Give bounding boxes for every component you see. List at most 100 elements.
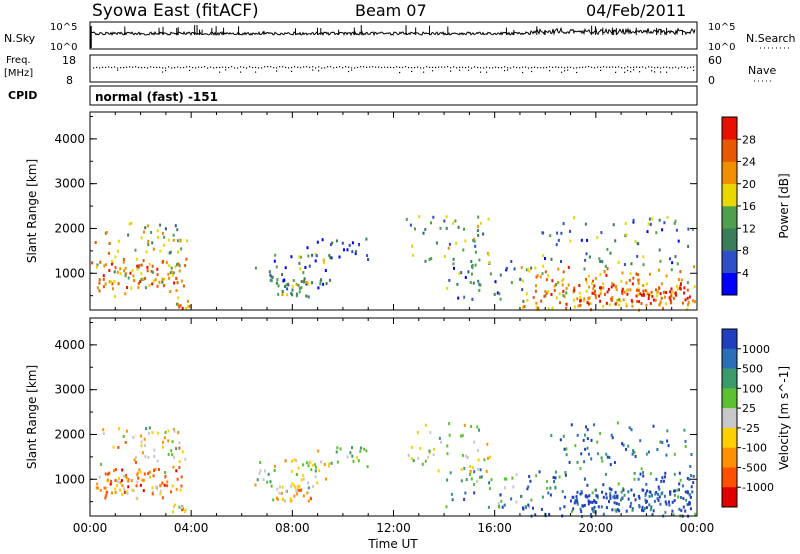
freq-dot [177, 66, 179, 68]
rti-cell [587, 452, 590, 456]
freq-dot [513, 66, 515, 68]
rti-cell [307, 281, 310, 285]
rti-cell [525, 292, 528, 296]
rti-cell [654, 298, 657, 302]
rti-cell [532, 506, 534, 510]
rti-cell [178, 269, 181, 273]
rti-cell [528, 505, 531, 509]
rti-cell [307, 499, 310, 503]
rti-cell [625, 302, 628, 306]
colorbar-tick-label: -100 [742, 442, 767, 455]
freq-dot [111, 66, 113, 69]
rti-cell [653, 499, 656, 503]
rti-cell [175, 447, 178, 451]
nave-dot [504, 69, 506, 72]
colorbar-swatch [722, 117, 737, 140]
rti-cell [652, 424, 655, 428]
rti-cell [473, 483, 475, 486]
rti-cell [633, 493, 635, 497]
rti-cell [673, 493, 676, 497]
rti-cell [639, 439, 642, 443]
rti-cell [626, 288, 629, 292]
rti-cell [576, 500, 579, 504]
rti-cell [130, 479, 133, 482]
rti-cell [178, 460, 181, 464]
rti-cell [417, 456, 420, 460]
rti-cell [116, 270, 119, 274]
rti-cell [355, 250, 358, 254]
rti-cell [600, 286, 603, 290]
rti-cell [527, 503, 530, 507]
rti-cell [325, 477, 327, 481]
rti-cell [618, 509, 621, 513]
rti-cell [597, 505, 600, 509]
rti-cell [264, 469, 266, 473]
rti-cell [540, 507, 543, 511]
rti-cell [177, 303, 180, 307]
nave-dot [189, 69, 191, 72]
rti-cell [328, 462, 331, 466]
rti-cell [658, 218, 661, 222]
rti-cell [412, 253, 415, 257]
freq-dot [498, 66, 500, 69]
rti-cell [180, 279, 183, 283]
rti-cell [534, 289, 537, 293]
rti-cell [477, 279, 480, 283]
rti-cell [155, 485, 158, 489]
rti-cell [358, 243, 360, 247]
power-y-label: Slant Range [km] [25, 159, 39, 263]
freq-dot [681, 66, 683, 68]
rti-cell [102, 285, 105, 289]
freq-dot [393, 66, 395, 69]
rti-cell [543, 294, 546, 298]
rti-cell [488, 481, 491, 485]
rti-cell [153, 469, 155, 473]
nave-dot [660, 71, 662, 73]
colorbar-swatch [722, 228, 737, 251]
freq-dot [432, 66, 434, 68]
rti-cell [649, 272, 651, 276]
rti-cell [542, 254, 545, 258]
rti-cell [311, 463, 314, 467]
rti-cell [180, 247, 183, 251]
rti-cell [172, 505, 175, 509]
rti-cell [178, 505, 181, 509]
colorbar-swatch [722, 467, 737, 488]
freq-dot [192, 66, 194, 69]
rti-cell [542, 264, 545, 268]
rti-cell [176, 239, 179, 243]
x-tick-label: 04:00 [174, 521, 209, 535]
freq-dot [573, 67, 575, 69]
rti-cell [584, 222, 587, 226]
rti-cell [341, 241, 344, 245]
rti-cell [650, 505, 653, 509]
rti-cell [366, 254, 369, 258]
rti-cell [560, 231, 563, 235]
rti-cell [690, 474, 693, 477]
rti-cell [628, 278, 631, 282]
rti-cell [562, 294, 565, 297]
rti-cell [530, 266, 533, 270]
rti-cell [595, 494, 598, 498]
rti-cell [612, 223, 615, 227]
rti-cell [637, 242, 640, 246]
rti-cell [446, 478, 449, 482]
rti-cell [162, 235, 165, 239]
rti-cell [600, 505, 603, 509]
rti-cell [601, 459, 604, 463]
rti-cell [290, 291, 293, 295]
rti-cell [660, 296, 663, 300]
rti-cell [606, 290, 609, 294]
freq-dot [207, 67, 209, 69]
rti-cell [678, 488, 680, 492]
colorbar-tick-label: 20 [742, 178, 756, 191]
rti-cell [596, 236, 599, 240]
rti-cell [569, 229, 571, 233]
nave-dot [507, 69, 509, 71]
rti-cell [574, 444, 577, 448]
rti-cell [448, 242, 451, 246]
rti-cell [477, 233, 480, 237]
beam-title: Beam 07 [355, 1, 427, 20]
rti-cell [576, 498, 579, 502]
rti-cell [660, 282, 663, 286]
